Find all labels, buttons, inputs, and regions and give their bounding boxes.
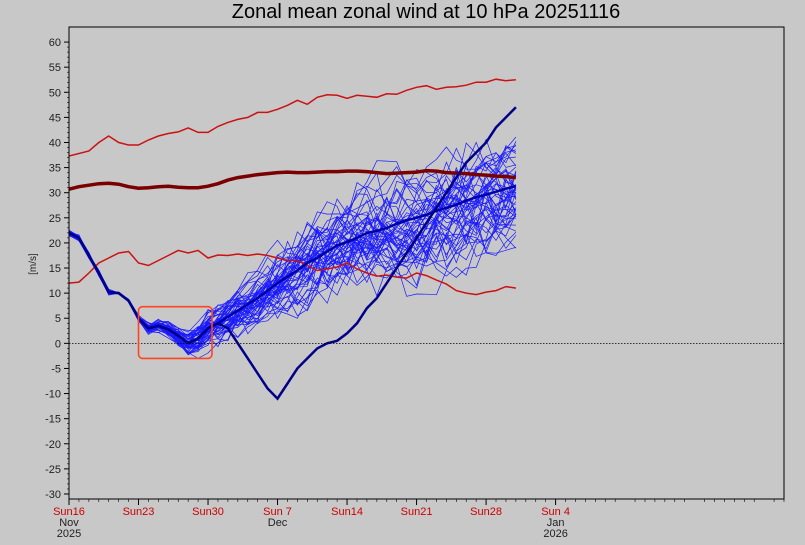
y-tick-label: 25 [49, 213, 61, 225]
y-tick-label: 45 [49, 112, 61, 124]
y-tick-label: 30 [49, 188, 61, 200]
y-tick-label: 50 [49, 87, 61, 99]
y-tick-label: 60 [49, 37, 61, 49]
y-tick-label: -15 [45, 414, 61, 426]
chart-title: Zonal mean zonal wind at 10 hPa 20251116 [232, 1, 620, 23]
y-tick-label: 0 [55, 338, 61, 350]
y-axis-label: [m/s] [28, 253, 39, 275]
climatology-lines [69, 78, 517, 296]
x-tick-label: Dec [268, 517, 288, 529]
deterministic-line [69, 106, 517, 401]
y-tick-label: 15 [49, 263, 61, 275]
x-tick-label: Sun30 [192, 506, 224, 518]
y-tick-label: 55 [49, 62, 61, 74]
y-tick-label: 5 [55, 313, 61, 325]
y-tick-label: 40 [49, 137, 61, 149]
y-tick-label: 35 [49, 163, 61, 175]
x-tick-label: Sun 4 [541, 506, 570, 518]
x-tick-label: Sun 7 [263, 506, 292, 518]
y-tick-label: -30 [45, 489, 61, 501]
x-tick-label: Sun14 [331, 506, 363, 518]
climatology-line [69, 249, 517, 296]
highlight-box [137, 305, 213, 360]
y-tick-label: 20 [49, 238, 61, 250]
x-tick-label: 2026 [543, 528, 567, 540]
y-tick-label: -10 [45, 389, 61, 401]
x-tick-label: Nov [59, 517, 79, 529]
x-tick-label: Sun21 [401, 506, 433, 518]
x-tick-label: 2025 [57, 528, 81, 540]
y-tick-label: 10 [49, 288, 61, 300]
ensemble-member-line [69, 211, 517, 356]
y-tick-label: -5 [51, 363, 61, 375]
x-tick-label: Sun23 [123, 506, 155, 518]
plot-area [68, 26, 785, 500]
ensemble-member-line [69, 145, 517, 349]
y-tick-label: -20 [45, 439, 61, 451]
x-tick-label: Sun28 [470, 506, 502, 518]
x-tick-label: Jan [547, 517, 565, 529]
climatology-line [69, 78, 516, 157]
y-axis: 605550454035302520151050-5-10-15-20-25-3… [45, 37, 69, 501]
climatology-line [69, 168, 517, 191]
deterministic-lines [69, 106, 517, 401]
y-tick-label: -25 [45, 464, 61, 476]
x-tick-label: Sun16 [53, 506, 85, 518]
